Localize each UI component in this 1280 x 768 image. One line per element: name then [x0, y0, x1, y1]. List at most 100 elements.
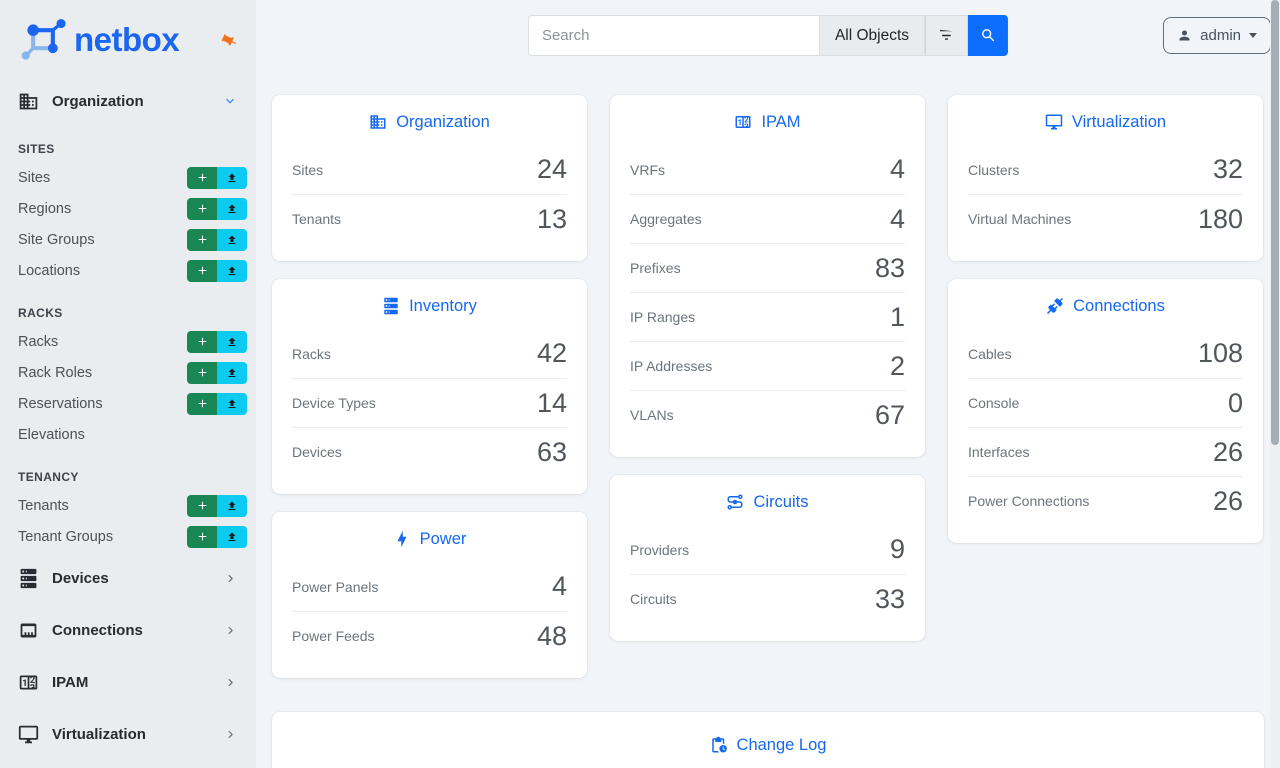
stat-label[interactable]: IP Addresses: [630, 358, 713, 374]
add-button[interactable]: [187, 330, 217, 353]
stat-label[interactable]: Cables: [968, 345, 1012, 362]
ipam-card-title[interactable]: IPAM: [630, 107, 905, 137]
import-button[interactable]: [217, 525, 247, 548]
stat-value[interactable]: 26: [1212, 436, 1243, 467]
add-button[interactable]: [187, 228, 217, 251]
stat-value[interactable]: 32: [1212, 154, 1243, 184]
search-scope-button[interactable]: All Objects: [819, 15, 926, 56]
stat-label[interactable]: Aggregates: [630, 211, 702, 227]
power-card-title[interactable]: Power: [292, 524, 567, 554]
add-button[interactable]: [187, 166, 217, 189]
stat-label[interactable]: Prefixes: [630, 260, 681, 276]
stat-label[interactable]: Clusters: [968, 161, 1020, 178]
stat-value[interactable]: 9: [889, 534, 905, 564]
sidebar-item-racks[interactable]: Racks: [0, 326, 256, 357]
import-button[interactable]: [217, 197, 247, 220]
stat-label[interactable]: Devices: [292, 444, 342, 460]
stat-value[interactable]: 2: [889, 350, 905, 381]
sidebar-item-elevations[interactable]: Elevations: [0, 419, 256, 450]
stat-value[interactable]: 0: [1227, 387, 1243, 418]
sidebar-group-devices[interactable]: Devices: [0, 552, 256, 604]
search-button[interactable]: [968, 15, 1009, 56]
stat-value[interactable]: 4: [889, 203, 905, 234]
virtualization-card-title[interactable]: Virtualization: [968, 107, 1243, 137]
stat-value[interactable]: 24: [536, 154, 567, 184]
import-button[interactable]: [217, 228, 247, 251]
netbox-logo-icon[interactable]: [18, 17, 68, 63]
import-button[interactable]: [217, 166, 247, 189]
add-button[interactable]: [187, 361, 217, 384]
changelog-card-title[interactable]: Change Log: [292, 730, 1244, 760]
vertical-scrollbar[interactable]: [1270, 0, 1280, 768]
sidebar-item-reservations[interactable]: Reservations: [0, 388, 256, 419]
stat-value[interactable]: 4: [551, 571, 567, 601]
circuits-card-title[interactable]: Circuits: [630, 487, 905, 517]
connections-card-title[interactable]: Connections: [968, 291, 1243, 321]
stat-label[interactable]: Power Connections: [968, 493, 1090, 509]
stat-value[interactable]: 180: [1197, 203, 1243, 234]
brand-wordmark[interactable]: netbox: [74, 21, 180, 58]
stat-label[interactable]: IP Ranges: [630, 309, 696, 325]
sidebar-item-label[interactable]: Site Groups: [18, 231, 95, 248]
sidebar-item-tenants[interactable]: Tenants: [0, 490, 256, 521]
add-button[interactable]: [187, 392, 217, 415]
sidebar-item-label[interactable]: Reservations: [18, 395, 103, 412]
stat-value[interactable]: 1: [889, 301, 905, 332]
add-button[interactable]: [187, 525, 217, 548]
stat-value[interactable]: 4: [889, 154, 905, 184]
user-menu-button[interactable]: admin: [1163, 17, 1271, 54]
add-button[interactable]: [187, 494, 217, 517]
scrollbar-thumb[interactable]: [1271, 0, 1279, 445]
stat-label[interactable]: VLANs: [630, 407, 674, 423]
stat-label[interactable]: Power Feeds: [292, 628, 375, 644]
stat-label[interactable]: Console: [968, 395, 1020, 411]
stat-value[interactable]: 108: [1197, 338, 1243, 368]
stat-label[interactable]: VRFs: [630, 161, 665, 178]
stat-value[interactable]: 13: [536, 203, 567, 234]
sidebar-group-connections[interactable]: Connections: [0, 604, 256, 656]
inventory-card-title[interactable]: Inventory: [292, 291, 567, 321]
sidebar-group-organization[interactable]: Organization: [0, 80, 256, 122]
stat-label[interactable]: Virtual Machines: [968, 211, 1072, 227]
import-button[interactable]: [217, 330, 247, 353]
sidebar-item-label[interactable]: Tenants: [18, 497, 69, 514]
stat-value[interactable]: 63: [536, 436, 567, 467]
filter-button[interactable]: [925, 15, 969, 56]
stat-label[interactable]: Power Panels: [292, 578, 379, 595]
import-button[interactable]: [217, 494, 247, 517]
add-button[interactable]: [187, 259, 217, 282]
sidebar-group-ipam[interactable]: IPAM: [0, 656, 256, 708]
stat-value[interactable]: 42: [536, 338, 567, 368]
stat-label[interactable]: Providers: [630, 541, 690, 558]
sidebar-item-label[interactable]: Tenant Groups: [18, 528, 114, 545]
stat-value[interactable]: 67: [874, 399, 905, 430]
stat-label[interactable]: Sites: [292, 161, 324, 178]
stat-label[interactable]: Device Types: [292, 395, 376, 411]
sidebar-item-locations[interactable]: Locations: [0, 255, 256, 286]
sidebar-item-sites[interactable]: Sites: [0, 162, 256, 193]
import-button[interactable]: [217, 361, 247, 384]
import-button[interactable]: [217, 259, 247, 282]
stat-value[interactable]: 14: [536, 387, 567, 418]
stat-value[interactable]: 83: [874, 252, 905, 283]
sidebar-item-tenant-groups[interactable]: Tenant Groups: [0, 521, 256, 552]
sidebar-group-virtualization[interactable]: Virtualization: [0, 708, 256, 760]
sidebar-item-regions[interactable]: Regions: [0, 193, 256, 224]
sidebar-item-label[interactable]: Racks: [18, 333, 59, 350]
sidebar-pin-button[interactable]: [221, 32, 238, 49]
search-input[interactable]: [527, 15, 820, 56]
sidebar-item-label[interactable]: Rack Roles: [18, 364, 93, 381]
stat-label[interactable]: Tenants: [292, 211, 342, 227]
stat-label[interactable]: Racks: [292, 345, 331, 362]
sidebar-item-rack-roles[interactable]: Rack Roles: [0, 357, 256, 388]
stat-value[interactable]: 48: [536, 620, 567, 651]
sidebar-item-label[interactable]: Elevations: [18, 426, 85, 443]
stat-label[interactable]: Interfaces: [968, 444, 1030, 460]
sidebar-item-label[interactable]: Regions: [18, 200, 72, 217]
organization-card-title[interactable]: Organization: [292, 107, 567, 137]
stat-label[interactable]: Circuits: [630, 591, 677, 607]
add-button[interactable]: [187, 197, 217, 220]
import-button[interactable]: [217, 392, 247, 415]
stat-value[interactable]: 26: [1212, 485, 1243, 516]
sidebar-item-site-groups[interactable]: Site Groups: [0, 224, 256, 255]
